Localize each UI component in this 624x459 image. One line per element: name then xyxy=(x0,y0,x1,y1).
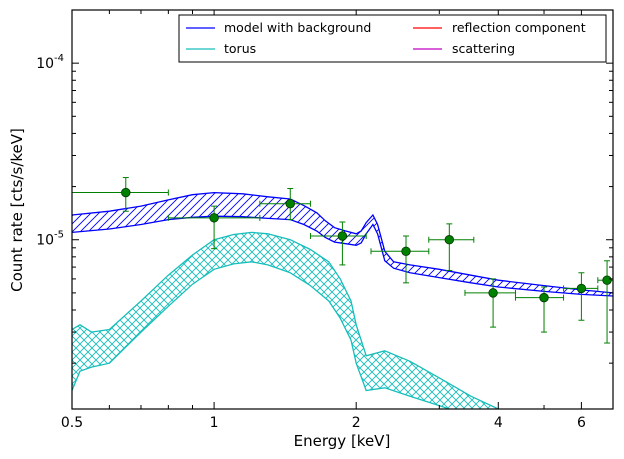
data-point-4 xyxy=(309,221,367,266)
legend-label-reflection: reflection component xyxy=(452,20,586,35)
data-marker xyxy=(121,187,131,198)
model-bands xyxy=(72,191,613,409)
model-with-background-lower-line xyxy=(72,215,613,297)
legend-entry-model: model with background xyxy=(186,20,371,35)
x-tick-label: 1 xyxy=(210,415,219,431)
x-tick-label: 0.5 xyxy=(61,415,83,431)
data-point-7 xyxy=(464,278,516,328)
axis-ticks: 0.5 1 2 4 6 10-5 10-4 xyxy=(36,9,614,431)
x-tick-label: 6 xyxy=(577,415,586,431)
x-tick-label: 4 xyxy=(494,415,503,431)
data-marker xyxy=(285,198,295,209)
data-marker xyxy=(401,246,411,256)
y-axis-label: Count rate [cts/s/keV] xyxy=(8,128,26,292)
data-point-1 xyxy=(72,177,169,212)
legend-entry-torus: torus xyxy=(186,41,256,56)
torus-band-fill xyxy=(72,232,499,409)
torus-lower-line xyxy=(72,261,452,409)
data-marker xyxy=(539,292,549,303)
data-marker xyxy=(576,283,587,294)
legend: model with background torus reflection c… xyxy=(178,14,607,63)
y-tick-label: 10-5 xyxy=(36,230,64,249)
y-tick-label: 10-4 xyxy=(36,53,64,72)
data-point-5 xyxy=(370,235,430,284)
data-marker xyxy=(209,213,219,223)
legend-label-model: model with background xyxy=(224,20,371,35)
x-axis-label: Energy [keV] xyxy=(294,432,391,450)
data-point-2 xyxy=(167,205,261,250)
legend-entry-scattering: scattering xyxy=(413,41,515,56)
data-marker xyxy=(488,288,498,298)
legend-label-torus: torus xyxy=(224,41,256,56)
data-point-6 xyxy=(428,223,475,271)
data-points xyxy=(72,177,613,344)
data-marker xyxy=(337,231,348,241)
x-tick-label: 2 xyxy=(352,415,361,431)
legend-label-scattering: scattering xyxy=(452,41,515,56)
data-point-8 xyxy=(514,286,565,333)
data-point-3 xyxy=(259,188,311,221)
torus-upper-line xyxy=(72,231,501,409)
data-marker xyxy=(602,275,612,285)
legend-box xyxy=(178,14,607,63)
model-with-background-upper-line xyxy=(72,191,613,294)
data-marker xyxy=(444,235,455,245)
plot-frame xyxy=(71,9,614,410)
data-point-9 xyxy=(563,272,599,321)
legend-entry-reflection: reflection component xyxy=(413,20,586,35)
data-point-10 xyxy=(597,260,613,344)
